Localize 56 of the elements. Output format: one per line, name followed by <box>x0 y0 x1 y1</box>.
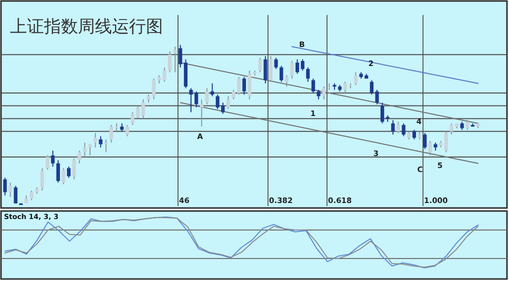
candlestick <box>300 58 304 72</box>
candlestick <box>423 132 427 150</box>
candlestick <box>125 124 130 137</box>
candlestick <box>466 120 470 130</box>
candlestick <box>168 50 172 73</box>
candlestick <box>184 58 188 89</box>
candlestick <box>200 98 204 128</box>
candlestick <box>109 124 114 144</box>
candlestick <box>152 78 156 100</box>
candlestick <box>56 160 60 184</box>
candlestick <box>178 44 182 68</box>
candlestick <box>226 96 230 110</box>
candlestick <box>322 86 326 100</box>
candlestick <box>66 166 71 178</box>
candlestick <box>412 129 416 140</box>
candlestick <box>104 138 108 153</box>
candlestick <box>88 144 92 156</box>
candlestick <box>205 88 209 105</box>
candlestick <box>78 150 82 164</box>
candlestick <box>428 140 432 156</box>
candlestick <box>248 70 252 100</box>
candlestick <box>354 72 358 86</box>
candlestick <box>264 56 268 84</box>
candlestick <box>8 182 12 198</box>
candlestick <box>141 98 145 120</box>
candlestick <box>258 57 262 73</box>
candlestick <box>274 57 278 70</box>
candlestick <box>46 154 50 170</box>
candlestick <box>311 78 316 94</box>
candlestick <box>210 82 214 97</box>
candlestick <box>268 56 273 82</box>
candlestick <box>82 142 87 158</box>
candlestick <box>280 65 284 82</box>
candlestick <box>290 60 294 80</box>
candlestick <box>306 66 310 82</box>
candlestick <box>94 132 98 148</box>
candlestick <box>40 168 44 192</box>
candlestick <box>72 158 76 180</box>
candlestick <box>14 185 18 204</box>
candlestick <box>242 76 246 96</box>
candlestick <box>51 150 55 168</box>
candlestick <box>30 190 34 201</box>
candlestick <box>173 46 177 73</box>
candlestick <box>284 74 288 88</box>
chart-title: 上证指数周线运行图 <box>10 17 163 37</box>
candlestick <box>396 121 400 134</box>
candlestick <box>296 58 300 74</box>
candlestick <box>62 168 66 185</box>
candlestick <box>391 120 395 136</box>
candlestick <box>444 130 448 153</box>
candlestick <box>3 177 7 196</box>
candlestick <box>380 102 384 124</box>
candlestick <box>402 122 406 137</box>
candlestick <box>450 122 454 136</box>
candlestick <box>316 89 320 100</box>
candlestick <box>98 136 102 148</box>
